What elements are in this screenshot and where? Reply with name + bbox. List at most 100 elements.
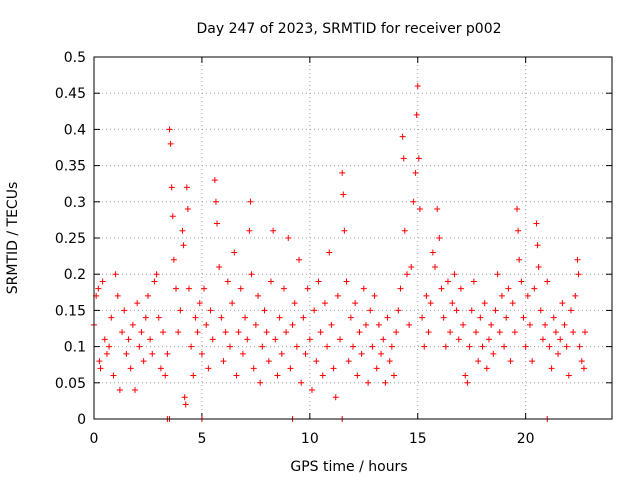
data-point: [496, 329, 503, 336]
data-point: [283, 329, 290, 336]
data-point: [429, 249, 436, 256]
data-point: [246, 227, 253, 234]
data-point: [403, 271, 410, 278]
data-point: [285, 235, 292, 241]
data-point: [265, 358, 272, 365]
data-point: [244, 336, 251, 343]
data-point: [516, 256, 523, 263]
axis-ticks: 0 0.05 0.1 0.15 0.2 0.25 0.3 0.35 0.4 0.45 0.5 0 5 10…: [55, 50, 612, 447]
data-point: [412, 169, 419, 176]
data-point: [347, 314, 354, 321]
y-tick-label: 0.4: [64, 122, 86, 138]
data-point: [406, 321, 413, 328]
data-point: [546, 343, 553, 350]
data-point: [257, 379, 264, 386]
data-point: [485, 336, 492, 343]
data-point: [410, 198, 417, 205]
data-point: [563, 343, 570, 350]
data-point: [477, 314, 484, 321]
data-point: [442, 343, 449, 350]
data-point: [550, 314, 557, 321]
data-point: [375, 321, 382, 328]
x-tick-label: 20: [517, 431, 535, 447]
data-point: [162, 372, 169, 379]
data-point: [438, 285, 445, 292]
data-point: [427, 300, 434, 307]
data-point: [343, 278, 350, 285]
data-point: [356, 329, 363, 336]
y-tick-label: 0: [77, 412, 86, 428]
data-point: [293, 343, 300, 350]
data-point: [462, 372, 469, 379]
data-point: [267, 278, 274, 285]
data-point: [460, 321, 467, 328]
data-point: [384, 314, 391, 321]
data-point: [365, 379, 372, 386]
data-point: [457, 285, 464, 292]
data-point: [542, 321, 549, 328]
data-point: [492, 307, 499, 314]
data-point: [382, 379, 389, 386]
data-point: [153, 271, 160, 278]
y-tick-label: 0.2: [64, 267, 86, 283]
data-point: [488, 321, 495, 328]
data-point: [99, 278, 106, 285]
data-point: [289, 321, 296, 328]
data-point: [160, 329, 167, 336]
data-point: [116, 387, 123, 394]
data-point: [132, 387, 139, 394]
data-point: [533, 220, 540, 227]
chart-title: Day 247 of 2023, SRMTID for receiver p00…: [196, 21, 501, 37]
data-point: [507, 358, 514, 365]
data-point: [352, 300, 359, 307]
data-point: [272, 336, 279, 343]
data-point: [308, 387, 315, 394]
data-point: [220, 358, 227, 365]
data-point: [311, 307, 318, 314]
data-point: [468, 307, 475, 314]
data-point: [373, 365, 380, 372]
data-point: [96, 358, 103, 365]
data-point: [211, 177, 218, 184]
data-point: [534, 242, 541, 249]
data-point: [570, 329, 577, 336]
y-tick-label: 0.1: [64, 340, 86, 356]
data-point: [522, 343, 529, 350]
data-point: [144, 292, 151, 299]
data-point: [121, 307, 128, 314]
data-point: [97, 365, 104, 372]
data-point: [350, 343, 356, 350]
data-point: [548, 365, 555, 372]
data-point: [397, 285, 404, 292]
data-point: [315, 278, 322, 285]
data-point: [388, 343, 395, 350]
data-point: [371, 292, 378, 299]
data-point: [237, 285, 244, 292]
data-point: [106, 343, 113, 350]
data-point: [451, 271, 458, 278]
data-point: [391, 372, 398, 379]
data-point: [136, 343, 143, 350]
data-point: [455, 336, 462, 343]
data-point: [185, 285, 192, 292]
data-point: [296, 256, 303, 263]
data-point: [103, 350, 110, 357]
x-axis-label: GPS time / hours: [290, 459, 407, 475]
y-tick-label: 0.25: [55, 231, 86, 247]
data-point: [358, 350, 365, 357]
data-point: [192, 314, 199, 321]
data-point: [173, 285, 180, 292]
data-point: [127, 365, 134, 372]
data-point: [167, 140, 174, 147]
data-point: [432, 263, 439, 270]
x-tick-label: 15: [409, 431, 427, 447]
data-point: [181, 394, 188, 401]
data-point: [125, 336, 132, 343]
data-point: [490, 350, 497, 357]
data-point: [134, 300, 141, 307]
data-point: [580, 365, 587, 372]
data-point: [255, 292, 262, 299]
data-point: [561, 321, 568, 328]
data-point: [529, 358, 536, 365]
